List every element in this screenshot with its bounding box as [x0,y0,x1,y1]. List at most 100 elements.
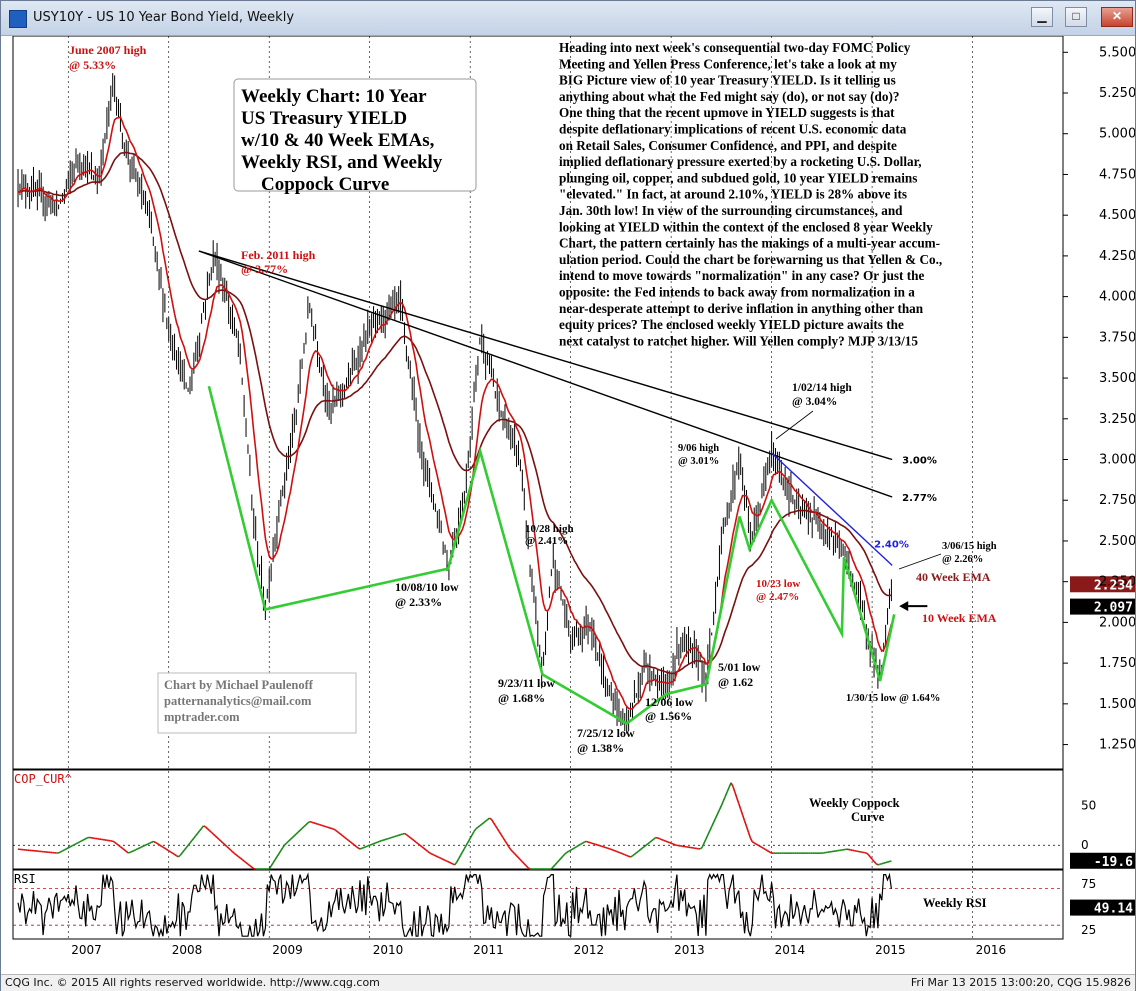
maximize-button[interactable]: □ [1065,7,1087,27]
coppock-segment [455,858,460,863]
coppock-segment [375,841,378,844]
coppock-segment [315,822,318,825]
coppock-segment [123,849,127,852]
coppock-segment [481,822,485,825]
coppock-segment [757,844,761,847]
coppock-segment [609,847,612,851]
coppock-segment [365,845,369,848]
coppock-segment [730,782,734,787]
coppock-segment [419,844,423,848]
coppock-segment [471,831,475,836]
coppock-segment [498,831,502,836]
coppock-segment [147,842,150,845]
coppock-segment [873,860,877,865]
commentary-line: BIG Picture view of 10 year Treasury YIE… [559,73,896,88]
coppock-segment [871,858,875,862]
coppock-segment [741,814,746,821]
coppock-segment [645,843,649,846]
coppock-segment [195,832,199,837]
coppock-segment [599,844,602,848]
coppock-segment [396,834,399,837]
leader-line [775,410,814,440]
coppock-segment [361,846,365,850]
rsi-panel-frame [12,869,1064,940]
annotation-low-1023-value: @ 2.47% [756,591,799,603]
coppock-segment [381,839,384,842]
coppock-segment [653,836,657,840]
annotation-high-30615: 3/06/15 high [942,541,997,552]
coppock-segment [566,850,570,854]
rsi-title: Weekly RSI [923,896,987,910]
annotation-low-1023: 10/23 low [756,578,800,590]
coppock-segment [467,837,471,843]
coppock-segment [607,847,610,850]
trendline-label: 3.00% [902,456,937,467]
coppock-segment [433,854,436,857]
coppock-segment [612,849,616,852]
close-button[interactable]: ✕ [1101,7,1133,27]
coppock-segment [624,853,627,857]
coppock-segment [187,842,191,846]
coppock-segment [325,825,328,828]
coppock-segment [197,830,201,834]
commentary-line: near-desperate attempt to derive inflati… [559,301,924,316]
coppock-segment [58,851,61,854]
y-tick-label: 3.750 [1099,330,1135,345]
minimize-button[interactable]: ▁ [1031,7,1053,27]
coppock-segment [707,830,711,836]
coppock-segment [251,866,255,870]
commentary-line: anything about what the Fed might say (d… [559,89,899,104]
annotation-high-30615-value: @ 2.26% [942,554,983,565]
coppock-panel-frame [12,769,1064,870]
trendline-label: 2.77% [902,493,937,504]
coppock-segment [657,837,660,840]
coppock-segment [736,797,740,804]
coppock-segment [591,842,595,845]
rsi-line [17,872,892,939]
commentary-line: next catalyst to ratchet higher. Will Ye… [559,333,918,348]
coppock-segment [338,832,342,835]
coppock-segment [743,820,748,827]
coppock-segment [703,838,707,844]
x-tick-label: 2016 [976,943,1007,957]
coppock-segment [69,845,73,848]
coppock-segment [429,852,432,855]
coppock-segment [204,826,208,830]
chart-area[interactable]: 2007 2008 2009 2010 2011 2012 2013 2014 2015 2016… [1,36,1135,974]
coppock-segment [409,836,413,840]
coppock-segment [311,821,314,824]
coppock-segment [394,835,397,838]
coppock-segment [705,834,709,840]
coppock-segment [585,840,589,843]
coppock-segment [712,817,717,823]
coppock-segment [504,840,508,845]
coppock-segment [674,844,678,847]
coppock-segment [60,850,63,853]
commentary-line: on Retail Sales, Consumer Confidence, an… [559,138,897,153]
coppock-segment [492,821,496,826]
commentary-line: Heading into next week's consequential t… [559,40,911,55]
coppock-segment [512,851,516,855]
coppock-segment [487,817,490,821]
coppock-segment [564,851,568,855]
coppock-segment [293,833,297,837]
ema-40-value: 2.234 [1094,578,1133,593]
coppock-segment [65,847,69,850]
coppock-segment [738,803,742,810]
coppock-segment [663,839,666,842]
coppock-segment [517,857,521,861]
window-title: USY10Y - US 10 Year Bond Yield, Weekly [33,10,295,25]
coppock-segment [398,833,401,837]
coppock-segment [454,861,458,866]
coppock-segment [386,837,390,840]
coppock-segment [390,836,394,839]
coppock-segment [452,863,456,866]
title-bar[interactable]: USY10Y - US 10 Year Bond Yield, Weekly ▁… [1,1,1135,36]
coppock-segment [745,826,750,833]
coppock-segment [276,853,280,858]
coppock-segment [755,843,759,846]
coppock-segment [193,835,197,839]
coppock-segment [879,862,882,866]
coppock-segment [392,835,396,838]
coppock-segment [230,849,234,853]
